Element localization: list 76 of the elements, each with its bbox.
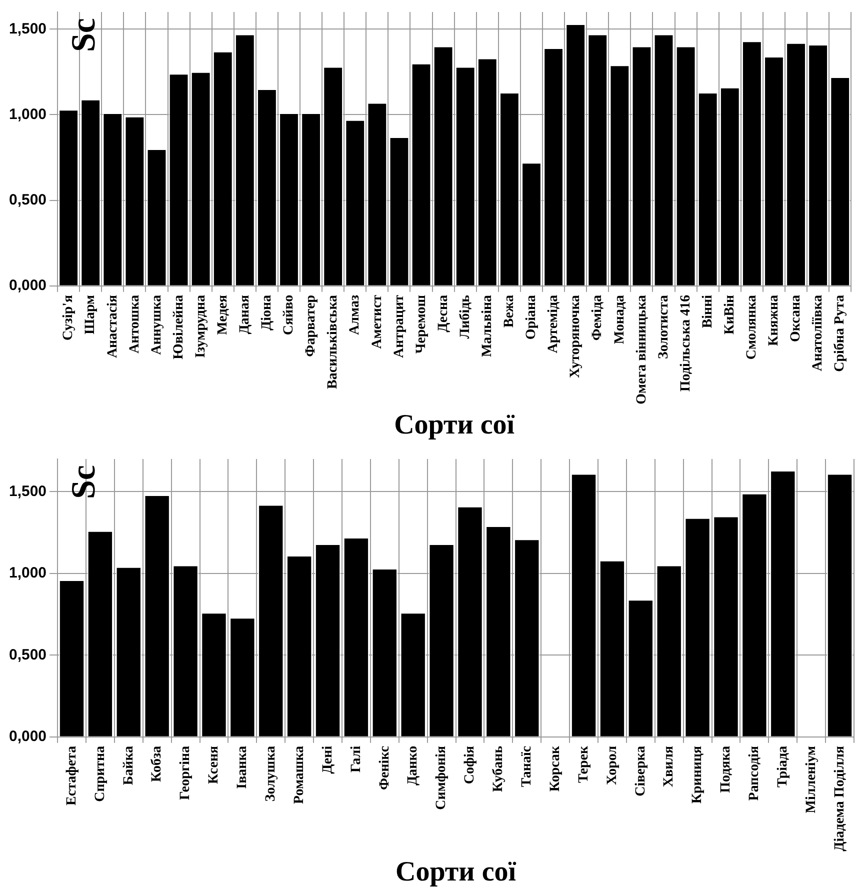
x-tick-label: Танаїс [519,746,534,788]
x-tick-label: Терек [576,744,592,783]
x-tick-label: Монада [612,294,628,344]
y-tick-label: 0,500 [8,191,47,208]
x-tick-label: Сузір'я [61,294,76,340]
x-tick-label: Дені [320,746,336,774]
x-tick-label: Черемош [414,294,429,354]
x-tick-label: Смолянка [744,294,760,360]
x-tick-label: Сіверка [633,746,648,796]
x-tick-label: Мілленіум [804,745,819,814]
x-tick-label: Рапсодія [747,745,762,801]
x-tick-label: Васильківська [326,294,341,389]
x-tick-label: Спритна [92,746,108,802]
x-tick-label: Феміда [590,294,606,341]
x-axis-title: Сорти сої [396,856,516,888]
x-tick-label: Естафета [64,746,80,806]
x-tick-label: Оксана [788,294,804,342]
x-tick-label: Оріана [524,294,540,340]
x-tick-label: Хуторяночка [568,294,584,378]
x-tick-label: Медея [215,294,230,335]
x-tick-label: Княжна [766,294,782,346]
x-tick-label: Ювілейна [171,294,186,360]
x-tick-label: Хорол [604,746,620,786]
x-tick-label: Анатоліївка [810,294,826,372]
x-tick-label: Ромашка [292,746,307,804]
y-tick-label: 1,500 [8,20,47,38]
x-tick-label: Галі [348,746,364,772]
x-tick-label: Ксеня [206,745,222,784]
x-tick-label: Фенікс [377,746,392,790]
x-tick-label: Вінні [700,294,716,328]
x-tick-label: Либідь [458,294,473,339]
y-tick-label: 0,000 [8,277,47,294]
x-tick-label: Ізумрудна [193,294,208,358]
x-tick-label: Фарватер [304,294,319,357]
x-tick-label: Кобза [150,746,165,782]
x-tick-label: Криниця [690,745,706,804]
x-tick-label: Вежа [502,294,518,328]
x-tick-label: Симфонія [434,745,450,810]
x-tick-label: Хвиля [662,745,677,788]
x-tick-label: Корсак [548,744,563,792]
x-tick-label: Тріада [775,746,790,788]
y-axis-title: Sc [65,18,102,52]
x-tick-label: Аннушка [149,294,164,355]
x-tick-label: Мальвіна [480,294,496,358]
x-tick-label: Іванка [235,746,250,789]
x-tick-label: Анастасія [105,294,120,358]
x-tick-label: Золотиста [656,294,672,360]
x-tick-label: Байка [121,746,136,786]
x-tick-label: Діона [260,294,275,331]
x-tick-label: КиВін [722,294,738,334]
x-tick-label: Золушка [263,746,278,802]
y-tick-label: 1,500 [8,482,47,500]
x-tick-label: Подільська 416 [678,294,694,392]
x-tick-label: Георгіна [178,746,194,800]
x-tick-label: Аметист [370,294,385,349]
x-tick-label: Десна [436,294,451,332]
y-axis-title: Sc [65,465,102,499]
x-tick-label: Алмаз [348,294,363,335]
y-tick-label: 0,500 [8,646,47,664]
x-tick-label: Артеміда [546,294,562,354]
x-tick-label: Діадема Поділля [832,745,848,852]
x-tick-label: Срібна Рута [832,294,848,372]
y-tick-label: 1,000 [8,106,47,123]
x-tick-label: Омега вінницька [634,294,650,404]
x-tick-label: Шарм [83,294,98,334]
x-tick-label: Антрацит [392,294,407,358]
x-tick-label: Сяйво [282,294,297,336]
x-tick-label: Данко [406,746,421,786]
x-tick-label: Кубань [491,745,506,792]
x-tick-label: Даная [238,294,253,334]
x-tick-label: Подяка [718,746,734,793]
x-tick-label: Антошка [127,294,142,354]
x-tick-label: Софія [462,745,478,784]
x-axis-title: Сорти сої [394,409,515,440]
y-tick-label: 1,000 [8,564,47,582]
y-tick-label: 0,000 [8,728,47,746]
